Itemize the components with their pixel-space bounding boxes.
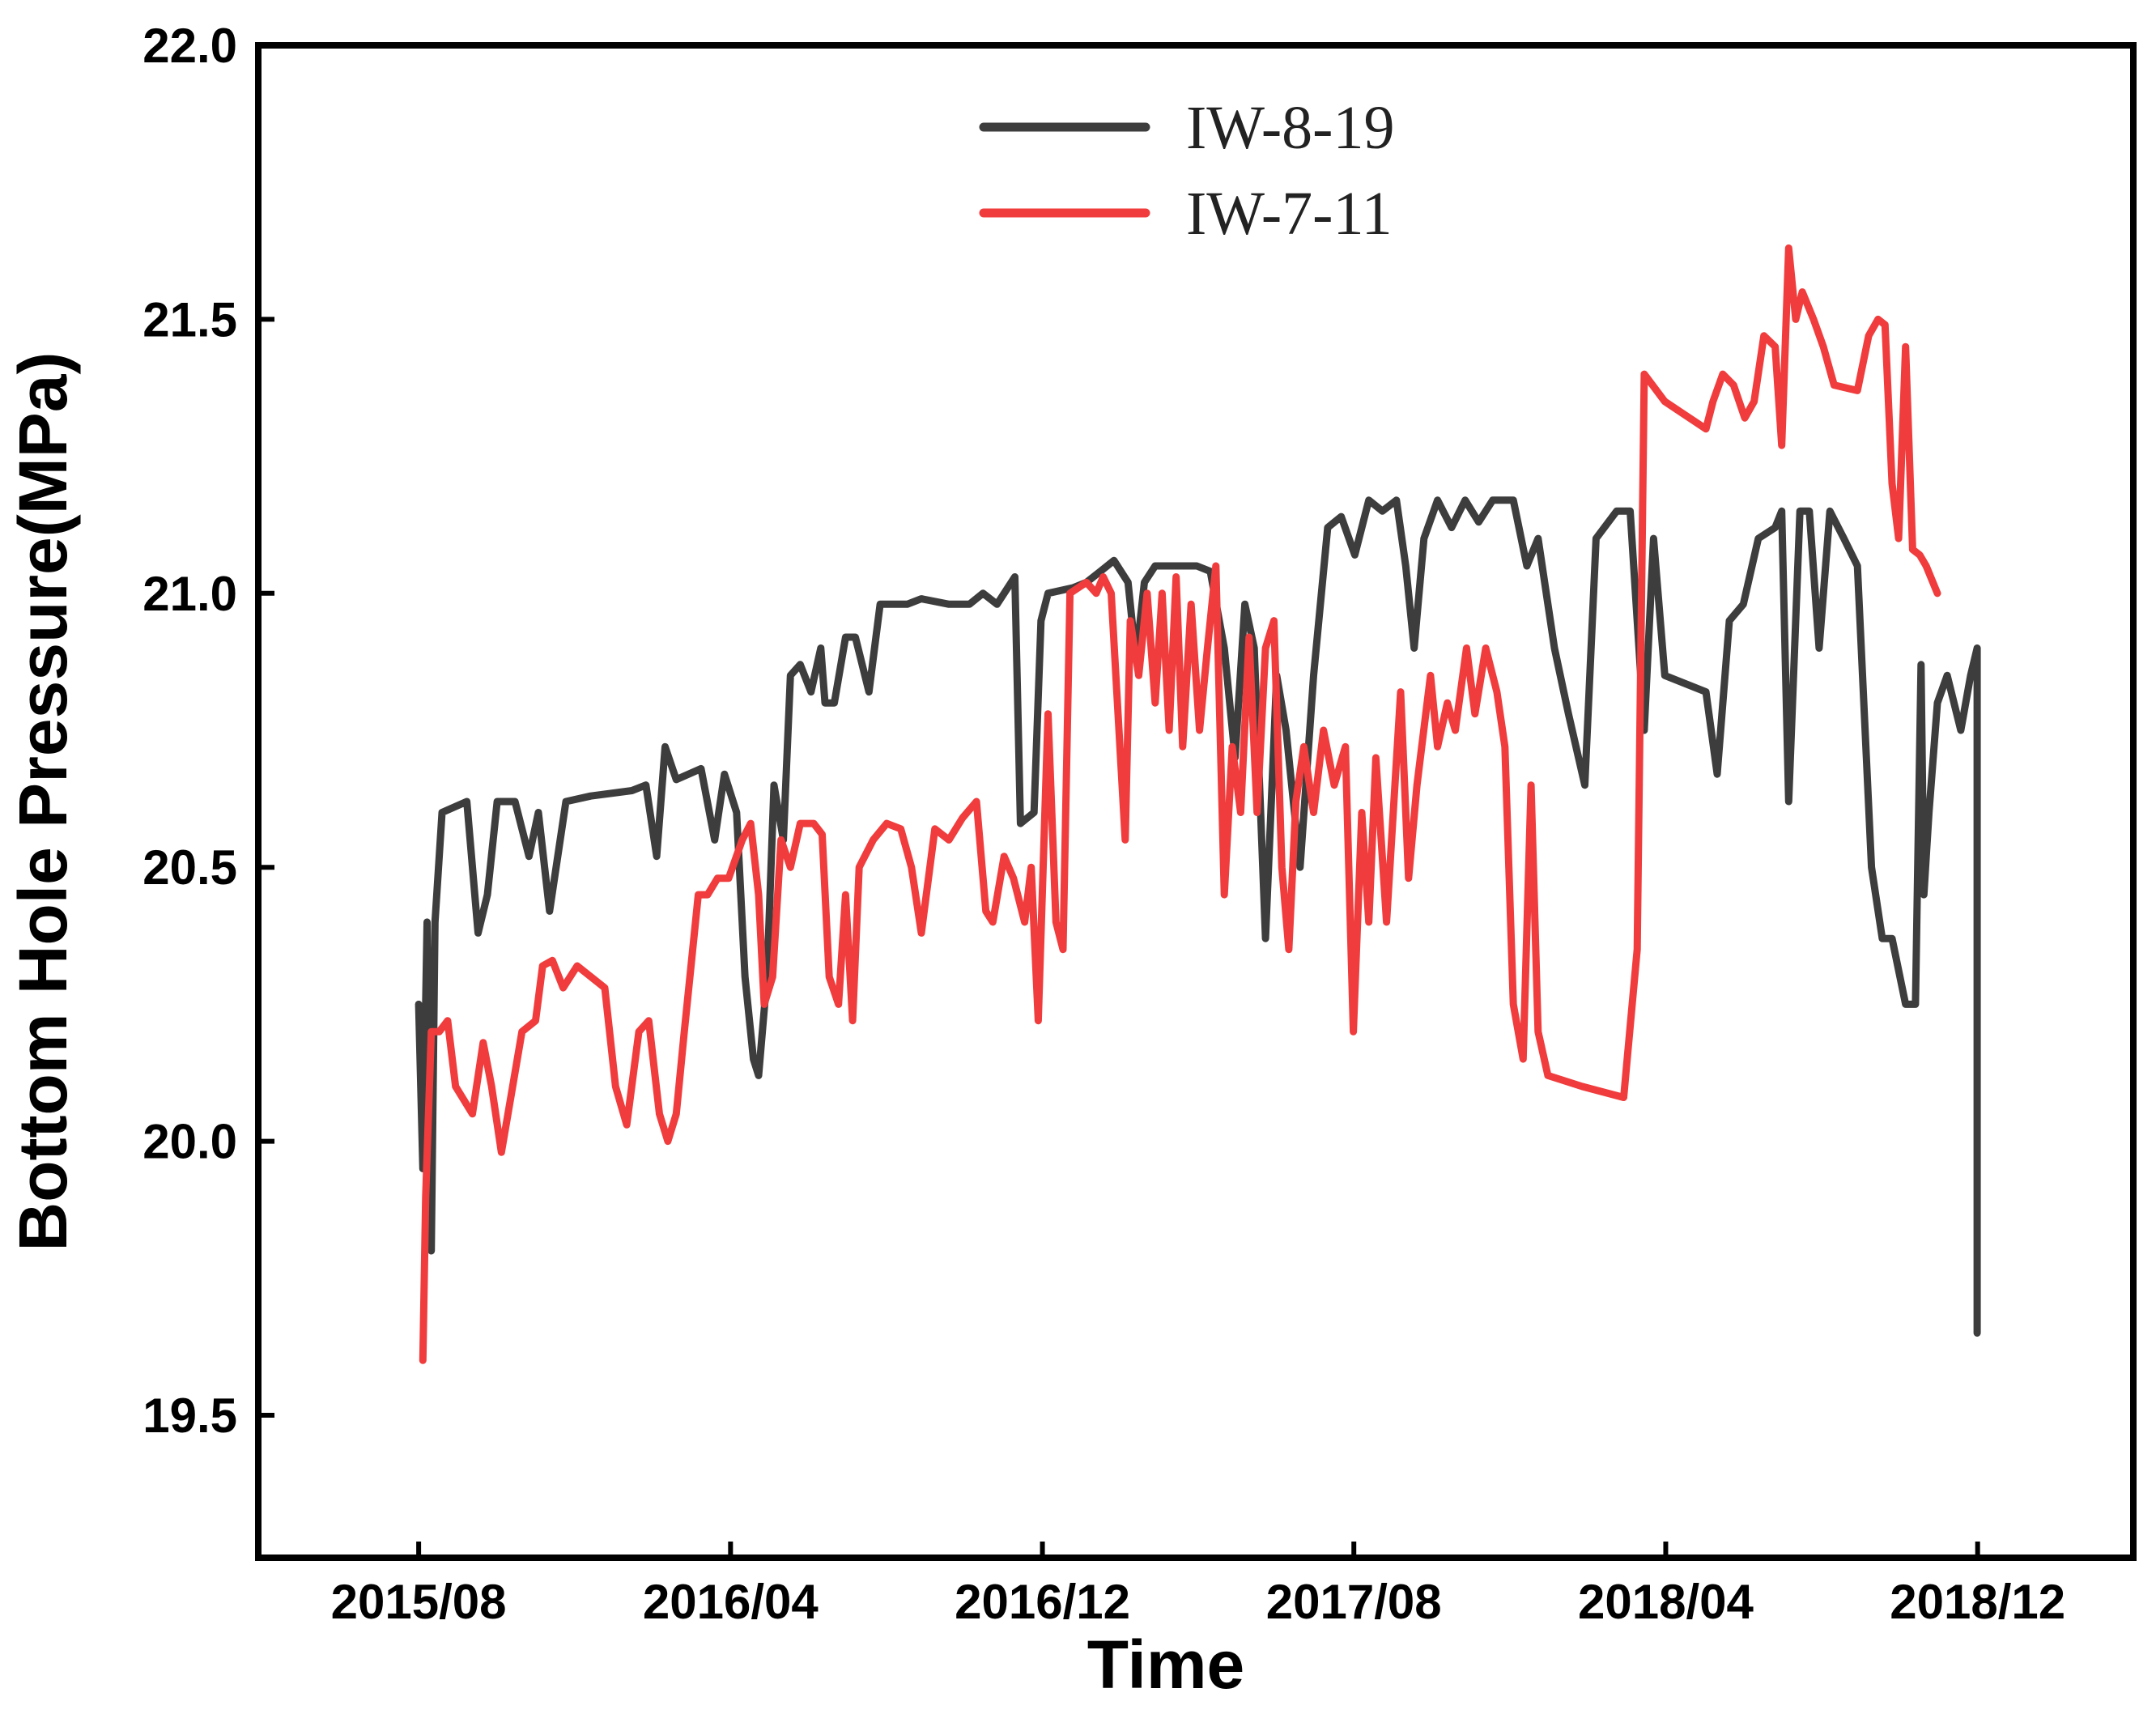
x-tick-label: 2018/12 — [1890, 1575, 2065, 1629]
y-tick-label: 20.5 — [142, 840, 237, 895]
legend-label: IW-7-11 — [1186, 180, 1393, 248]
x-axis-label: Time — [1087, 1627, 1245, 1703]
x-tick-label: 2016/12 — [955, 1575, 1130, 1629]
x-tick-label: 2015/08 — [331, 1575, 507, 1629]
y-tick-label: 19.5 — [142, 1389, 237, 1443]
y-axis-label: Bottom Hole Pressure(MPa) — [5, 352, 81, 1252]
y-tick-label: 22.0 — [142, 19, 237, 73]
x-tick-label: 2016/04 — [643, 1575, 819, 1629]
x-tick-label: 2017/08 — [1266, 1575, 1442, 1629]
y-tick-label: 21.0 — [142, 567, 237, 621]
plot-frame — [255, 42, 2137, 1561]
y-tick-label: 20.0 — [142, 1115, 237, 1169]
data-line — [415, 496, 1981, 1337]
x-tick-label: 2018/04 — [1578, 1575, 1754, 1629]
y-tick-label: 21.5 — [142, 292, 237, 347]
data-line — [419, 244, 1941, 1364]
legend-label: IW-8-19 — [1186, 94, 1394, 162]
